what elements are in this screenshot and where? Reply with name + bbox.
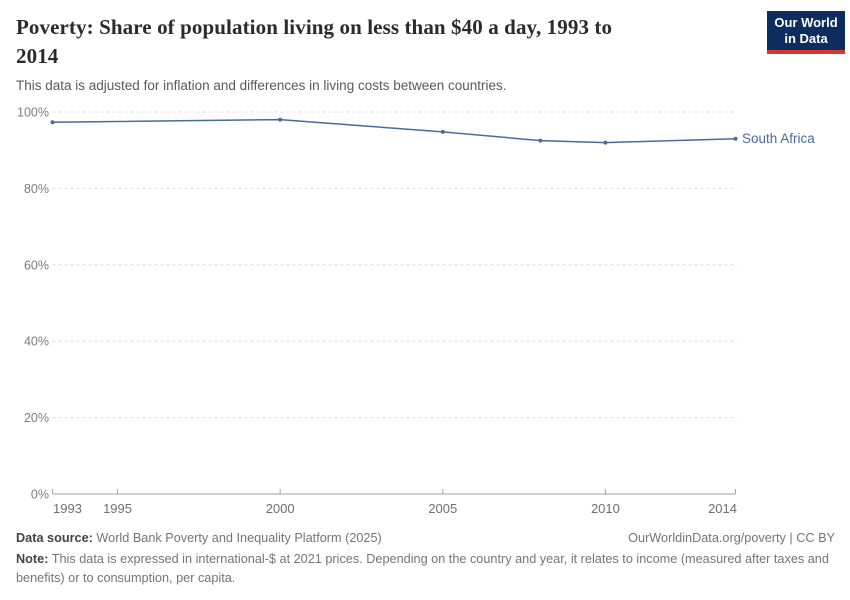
owid-logo-line2: in Data bbox=[784, 31, 828, 46]
y-tick-label: 20% bbox=[24, 411, 49, 425]
chart-header: Poverty: Share of population living on l… bbox=[0, 0, 850, 94]
source-row: Data source: World Bank Poverty and Ineq… bbox=[16, 531, 835, 545]
y-tick-label: 100% bbox=[17, 106, 49, 120]
data-line[interactable] bbox=[52, 118, 736, 144]
x-tick-label: 2000 bbox=[266, 501, 295, 516]
data-point[interactable] bbox=[50, 120, 55, 125]
chart-footer: Data source: World Bank Poverty and Ineq… bbox=[0, 531, 850, 587]
line-chart-canvas[interactable]: 0% 20% 40% 60% 80% 100% 1993 1995 2000 2005 2010 20… bbox=[0, 94, 850, 524]
cc-attribution[interactable]: OurWorldinData.org/poverty | CC BY bbox=[628, 531, 835, 546]
data-source-text: World Bank Poverty and Inequality Platfo… bbox=[96, 531, 382, 546]
x-tick-label: 1995 bbox=[103, 501, 132, 516]
note-label: Note: bbox=[16, 552, 49, 567]
y-tick-label: 40% bbox=[24, 335, 49, 349]
data-source: Data source: World Bank Poverty and Ineq… bbox=[16, 531, 382, 545]
entity-label[interactable]: South Africa bbox=[742, 131, 815, 146]
chart-subtitle: This data is adjusted for inflation and … bbox=[16, 77, 507, 93]
owid-logo-line1: Our World bbox=[774, 15, 838, 30]
data-point[interactable] bbox=[603, 140, 608, 145]
data-point[interactable] bbox=[278, 117, 283, 122]
x-tick-label: 2010 bbox=[591, 501, 620, 516]
data-point[interactable] bbox=[733, 136, 738, 141]
data-point[interactable] bbox=[538, 138, 543, 143]
data-source-label: Data source: bbox=[16, 531, 93, 546]
x-tick-label: 1993 bbox=[53, 501, 82, 516]
note-text: This data is expressed in international-… bbox=[16, 552, 829, 585]
owid-logo: Our World in Data bbox=[767, 11, 845, 54]
chart-title: Poverty: Share of population living on l… bbox=[16, 15, 613, 68]
x-tick-label: 2014 bbox=[708, 501, 737, 516]
data-point[interactable] bbox=[440, 130, 445, 135]
y-tick-label: 60% bbox=[24, 258, 49, 272]
chart-note: Note: This data is expressed in internat… bbox=[16, 550, 835, 587]
y-tick-label: 0% bbox=[31, 488, 49, 502]
x-tick-label: 2005 bbox=[428, 501, 457, 516]
y-tick-label: 80% bbox=[24, 182, 49, 196]
